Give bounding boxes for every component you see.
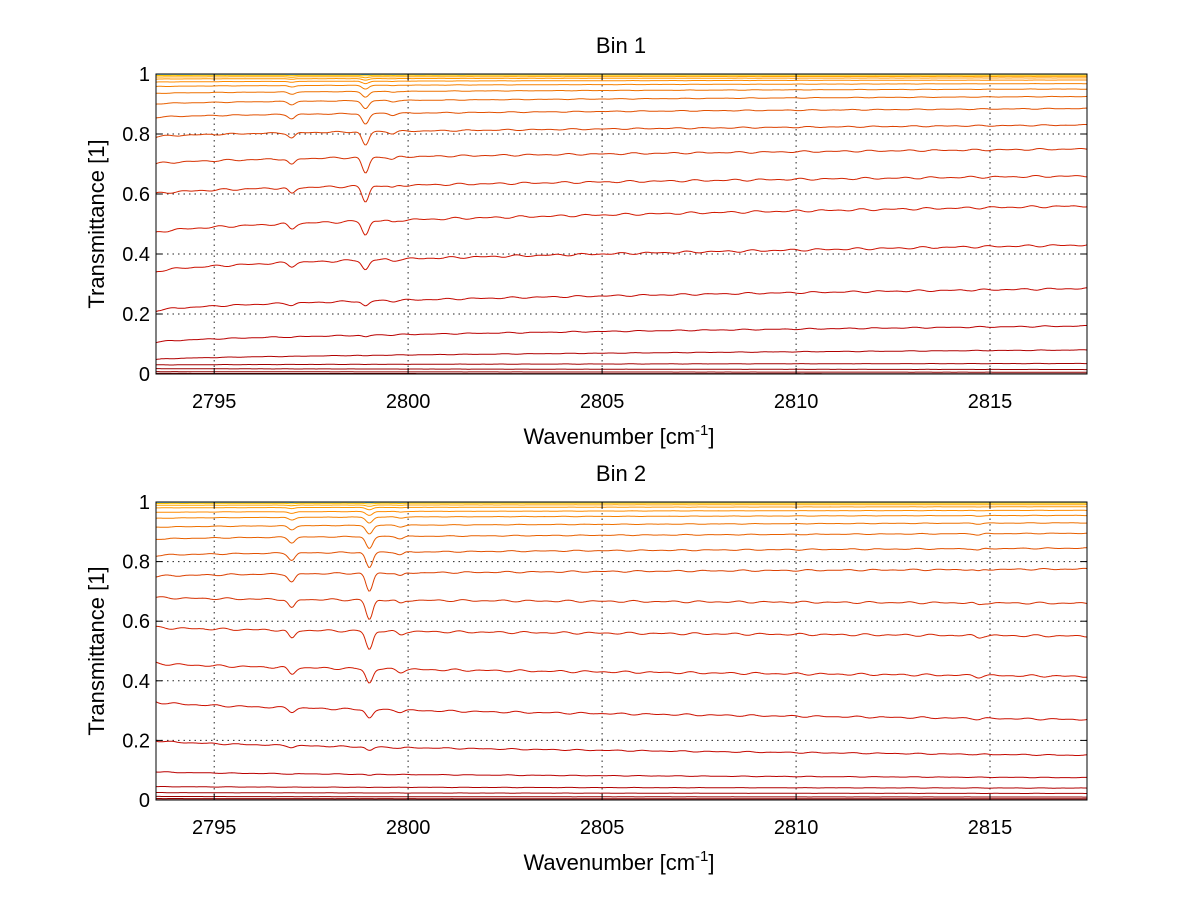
series-line-T06: [155, 79, 1087, 85]
series-line-T12: [155, 148, 1088, 174]
axes-frame: [155, 73, 1088, 375]
series-line-T04: [156, 75, 1087, 79]
x-axis-label: Wavenumber [cm-1]: [523, 848, 714, 875]
series-line-T15: [155, 244, 1088, 273]
y-tick-label: 0.6: [122, 611, 150, 633]
series-line-T07: [155, 514, 1087, 524]
x-tick-label: 2795: [192, 817, 237, 839]
x-tick-label: 2800: [386, 391, 431, 413]
series-line-T18: [156, 786, 1088, 789]
series-lines: [155, 73, 1088, 375]
series-line-T05: [156, 77, 1087, 81]
x-axis-label-main: Wavenumber [cm: [523, 850, 695, 875]
chart-title: Bin 2: [596, 461, 646, 486]
series-line-T12: [155, 596, 1088, 620]
y-axis-label: Transmittance [1]: [84, 139, 109, 308]
series-line-T16: [155, 287, 1088, 313]
series-line-T09: [156, 532, 1088, 549]
y-tick-label: 0.2: [122, 730, 150, 752]
y-axis-label: Transmittance [1]: [84, 566, 109, 735]
series-lines: [155, 501, 1088, 801]
series-line-T11: [155, 567, 1088, 592]
y-tick-label: 1: [139, 492, 150, 514]
series-line-T17: [155, 325, 1087, 344]
series-line-T15: [155, 701, 1088, 721]
y-tick-label: 0.4: [122, 671, 150, 693]
series-line-T13: [155, 175, 1088, 203]
x-tick-label: 2815: [968, 817, 1013, 839]
y-tick-label: 0.4: [122, 244, 150, 266]
axis-ticks: 2795 2800 2805 2810 2815 0 0.2 0.4 0.6 0.8 1: [122, 492, 1087, 839]
y-tick-label: 0: [139, 790, 150, 812]
x-tick-label: 2810: [774, 391, 819, 413]
grid: [156, 502, 1087, 800]
y-tick-label: 0.8: [122, 124, 150, 146]
x-tick-label: 2810: [774, 817, 819, 839]
subplot-bin-1: Bin 1 2795 2800 2805 2810 2815 0 0.2 0.4 0.6 0.8 1…: [84, 33, 1088, 449]
series-line-T08: [156, 88, 1088, 98]
y-tick-label: 0.2: [122, 304, 150, 326]
series-line-T20: [156, 795, 1087, 798]
chart-title: Bin 1: [596, 33, 646, 58]
x-axis-label-main: Wavenumber [cm: [523, 424, 695, 449]
y-tick-label: 0.8: [122, 552, 150, 574]
x-axis-label: Wavenumber [cm-1]: [523, 422, 714, 449]
series-line-T11: [155, 124, 1088, 146]
series-line-T16: [155, 740, 1088, 757]
series-line-T21: [156, 371, 1087, 373]
series-line-T18: [155, 349, 1088, 361]
axis-ticks: 2795 2800 2805 2810 2815 0 0.2 0.4 0.6 0.8 1: [122, 64, 1087, 413]
series-line-T06: [155, 509, 1087, 516]
subplot-bin-2: Bin 2 2795 2800 2805 2810 2815 0 0.2 0.4 0.6 0.8 1…: [84, 461, 1088, 875]
series-line-T20: [155, 368, 1087, 371]
series-line-T14: [155, 661, 1088, 684]
y-tick-label: 0: [139, 364, 150, 386]
x-tick-label: 2800: [386, 817, 431, 839]
x-axis-label-end: ]: [708, 850, 714, 875]
x-axis-label-superscript: -1: [695, 422, 708, 439]
series-line-T04: [156, 504, 1087, 507]
series-line-T19: [155, 362, 1087, 366]
x-tick-label: 2795: [192, 391, 237, 413]
series-line-T10: [155, 107, 1087, 125]
series-line-T08: [156, 522, 1088, 535]
series-line-T03: [156, 502, 1087, 505]
series-line-T14: [155, 205, 1088, 236]
series-line-T05: [155, 506, 1087, 511]
x-tick-label: 2805: [580, 391, 625, 413]
x-tick-label: 2805: [580, 817, 625, 839]
series-line-T19: [156, 792, 1087, 794]
series-line-T09: [155, 95, 1088, 109]
grid: [156, 74, 1087, 374]
series-line-T10: [155, 547, 1088, 568]
series-line-T13: [155, 625, 1088, 650]
series-line-T03: [156, 74, 1087, 77]
y-tick-label: 0.6: [122, 184, 150, 206]
axes-frame: [155, 501, 1088, 801]
series-line-T07: [156, 82, 1087, 90]
x-axis-label-superscript: -1: [695, 848, 708, 865]
x-tick-label: 2815: [968, 391, 1013, 413]
series-line-T17: [155, 771, 1087, 779]
x-axis-label-end: ]: [708, 424, 714, 449]
y-tick-label: 1: [139, 64, 150, 86]
